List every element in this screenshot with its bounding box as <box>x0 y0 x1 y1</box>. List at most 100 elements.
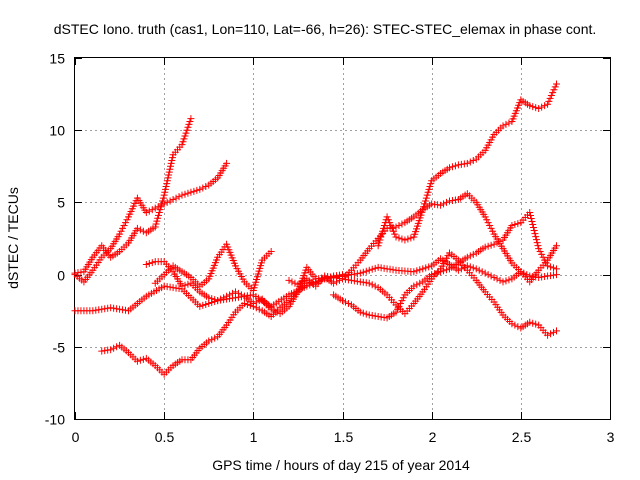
y-tick-label: 10 <box>49 123 65 139</box>
data-point <box>178 191 186 199</box>
data-point <box>117 227 125 235</box>
data-point <box>421 197 429 205</box>
data-point <box>530 227 538 235</box>
data-point <box>526 318 534 326</box>
data-point <box>532 320 540 328</box>
x-tick-label: 2 <box>429 429 437 445</box>
data-point <box>527 215 535 223</box>
data-point <box>395 222 403 230</box>
data-point <box>487 241 495 249</box>
data-point <box>496 237 504 245</box>
data-point <box>531 230 539 238</box>
data-point <box>437 201 445 209</box>
data-point <box>526 212 534 220</box>
data-point <box>142 209 150 217</box>
data-point <box>252 298 260 306</box>
data-point <box>107 346 115 354</box>
data-point <box>407 234 415 242</box>
y-tick-labels: -10 -5 0 5 10 15 <box>45 51 65 428</box>
data-point <box>469 250 477 258</box>
data-point <box>154 211 162 219</box>
data-point <box>551 83 559 91</box>
data-point <box>553 265 560 273</box>
data-point <box>142 260 150 268</box>
data-point <box>223 159 231 167</box>
data-point <box>448 163 456 171</box>
data-point <box>550 328 558 336</box>
data-point <box>437 268 445 276</box>
data-point <box>392 308 400 316</box>
data-point <box>469 264 477 272</box>
data-point <box>223 292 231 300</box>
data-point <box>185 120 193 128</box>
data-point <box>553 80 560 88</box>
data-point <box>229 289 237 297</box>
data-point <box>152 220 160 228</box>
data-point <box>463 159 471 167</box>
data-point <box>398 235 406 243</box>
data-point <box>139 355 147 363</box>
data-point <box>487 224 495 232</box>
data-point <box>493 275 501 283</box>
data-point <box>155 209 163 217</box>
data-point <box>404 235 412 243</box>
series-sat-f <box>151 240 275 294</box>
data-point <box>226 291 234 299</box>
data-point <box>475 266 483 274</box>
data-point <box>440 267 448 275</box>
data-point <box>489 227 497 235</box>
data-point <box>158 200 166 208</box>
x-tick-labels: 0 0.5 1 1.5 2 2.5 3 <box>72 429 615 445</box>
data-point <box>490 273 498 281</box>
series-sat-b <box>71 115 195 277</box>
x-tick-label: 0.5 <box>155 429 175 445</box>
y-tick-label: -10 <box>45 412 65 428</box>
data-point <box>288 278 296 286</box>
series-sat-i <box>330 209 560 322</box>
data-point <box>529 224 537 232</box>
data-point <box>362 267 370 275</box>
data-point <box>182 129 190 137</box>
data-point <box>148 259 156 267</box>
data-point <box>220 294 228 302</box>
data-point <box>136 356 144 364</box>
data-point <box>190 187 198 195</box>
data-point <box>545 97 553 105</box>
data-point <box>451 162 459 170</box>
data-point <box>454 266 462 274</box>
data-point <box>431 270 439 278</box>
data-point <box>196 185 204 193</box>
chart-title: dSTEC Iono. truth (cas1, Lon=110, Lat=-6… <box>54 21 597 37</box>
data-point <box>178 282 186 290</box>
data-point <box>395 302 403 310</box>
data-point <box>374 242 382 250</box>
data-point <box>484 219 492 227</box>
data-point <box>481 243 489 251</box>
data-point <box>179 138 187 146</box>
data-point <box>163 177 171 185</box>
data-point <box>156 206 164 214</box>
data-point <box>161 185 169 193</box>
data-point <box>175 193 183 201</box>
data-point <box>379 227 387 235</box>
series-sat-c <box>71 255 560 315</box>
data-point <box>483 216 491 224</box>
data-point <box>511 321 519 329</box>
data-point <box>163 198 171 206</box>
series-sat-d <box>98 271 346 378</box>
data-point <box>136 226 144 234</box>
data-point <box>344 299 352 307</box>
data-point <box>163 180 171 188</box>
data-point <box>161 188 169 196</box>
data-point <box>446 164 453 172</box>
data-point <box>375 239 383 247</box>
data-point <box>154 214 162 222</box>
data-point <box>443 266 451 274</box>
data-point <box>457 265 465 273</box>
data-point <box>534 242 542 250</box>
data-point <box>365 266 373 274</box>
data-point <box>463 253 471 261</box>
data-point <box>388 224 396 232</box>
data-point <box>169 196 177 204</box>
data-point <box>165 168 173 176</box>
